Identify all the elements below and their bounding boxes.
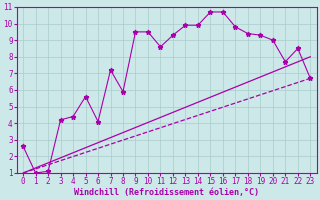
X-axis label: Windchill (Refroidissement éolien,°C): Windchill (Refroidissement éolien,°C) [74,188,259,197]
